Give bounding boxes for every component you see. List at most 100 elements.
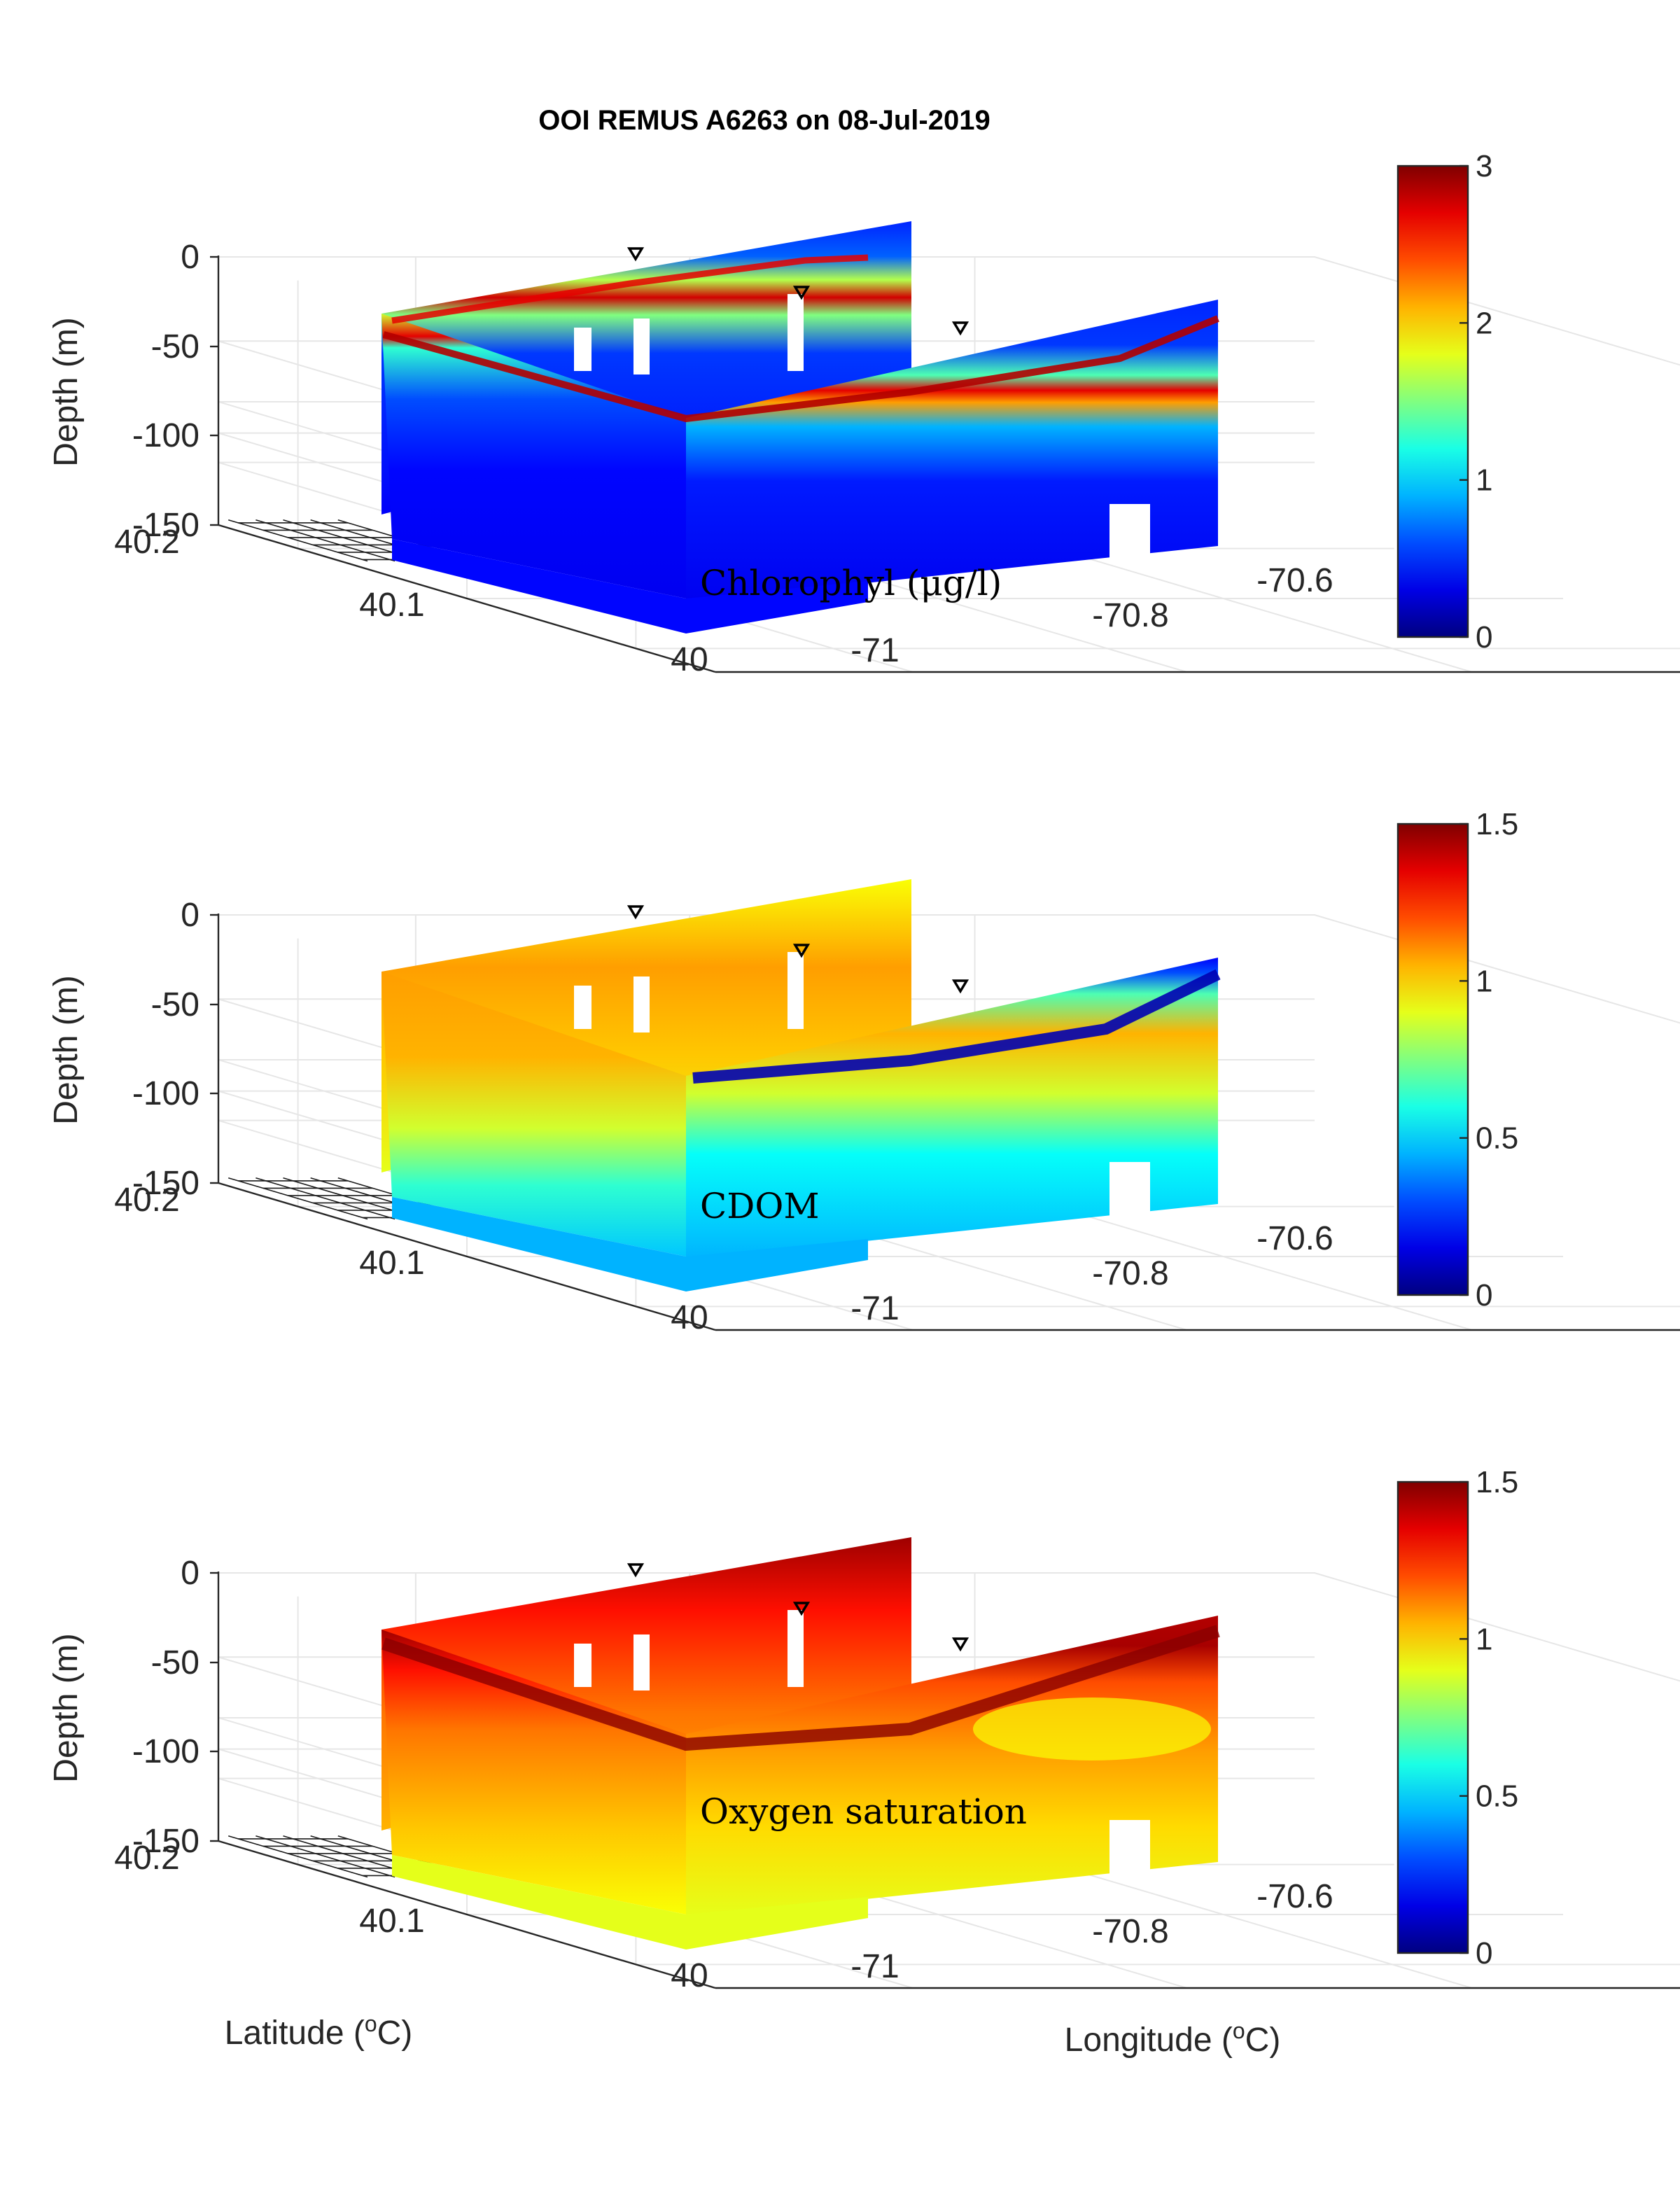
data-gap (1110, 1820, 1150, 1876)
colorbar-tick-label: 0.5 (1476, 1779, 1518, 1814)
latitude-tick-label: 40.2 (114, 1840, 179, 1877)
latitude-tick-label: 40.1 (359, 1903, 424, 1940)
depth-tick-label: 0 (181, 239, 200, 276)
depth-tick-label: -100 (132, 1733, 200, 1770)
data-gap (634, 976, 650, 1032)
panel-3: 0 -50 -100 -150 Depth (m) 40.2 40.1 40 -71 -70.8 -… (48, 1465, 1680, 1994)
colorbar-tick-label: 1.5 (1476, 1465, 1518, 1499)
front-transect-east (686, 300, 1218, 602)
data-gap (788, 952, 804, 1029)
colorbar-tick-label: 2 (1476, 306, 1492, 340)
colorbar-tick-label: 1 (1476, 964, 1492, 998)
variable-label: Oxygen saturation (700, 1791, 1027, 1832)
data-gap (788, 1610, 804, 1687)
colorbar-tick-label: 1.5 (1476, 807, 1518, 841)
front-transect-west (382, 972, 686, 1256)
data-gap (788, 294, 804, 371)
longitude-tick-label: -70.8 (1092, 1913, 1168, 1950)
marker-triangle (626, 1563, 645, 1578)
mesh-line (255, 1835, 396, 1878)
colorbar-tick-label: 1 (1476, 463, 1492, 498)
data-gap (1110, 504, 1150, 560)
marker-triangle (792, 286, 811, 300)
chlorophyll-max-band (382, 315, 1219, 423)
longitude-tick-label: -71 (850, 632, 899, 669)
panel-2: 0 -50 -100 -150 Depth (m) 40.2 40.1 40 -71 -70.8 -… (48, 807, 1680, 1336)
variable-label: CDOM (700, 1186, 820, 1226)
latitude-axis (218, 524, 716, 673)
mesh-line (255, 1177, 396, 1220)
longitude-tick-label: -70.6 (1256, 562, 1333, 599)
marker-triangle (626, 905, 645, 920)
latitude-tick-label: 40 (671, 1299, 708, 1336)
oxygen-east-minimum (973, 1698, 1211, 1760)
colorbar-tick-label: 0 (1476, 620, 1492, 654)
depth-tick-label: -100 (132, 417, 200, 454)
mesh-line (227, 519, 368, 562)
latitude-tick-label: 40 (671, 641, 708, 678)
longitude-tick-label: -70.6 (1256, 1878, 1333, 1915)
longitude-tick-label: -71 (850, 1948, 899, 1985)
front-transect-west (382, 1630, 686, 1914)
colorbar-tick-label: 3 (1476, 149, 1492, 183)
latitude-axis-label: Latitude (oC) (225, 2011, 413, 2052)
latitude-axis (218, 1840, 716, 1989)
depth-tick-label: -50 (151, 328, 200, 365)
mesh-line (227, 1835, 368, 1878)
chlorophyll-max-band-back (391, 254, 869, 324)
colorbar (1396, 164, 1469, 638)
marker-triangle (951, 979, 969, 994)
data-gap (1110, 1162, 1150, 1218)
cdom-surface-minimum (692, 969, 1221, 1084)
marker-triangle (792, 944, 811, 958)
latitude-tick-label: 40.2 (114, 524, 179, 561)
colorbar-tick-label: 1 (1476, 1622, 1492, 1656)
latitude-tick-label: 40 (671, 1957, 708, 1994)
depth-tick-label: -50 (151, 986, 200, 1023)
depth-tick-label: -100 (132, 1075, 200, 1112)
transect-bottom (392, 1197, 868, 1292)
colorbar-tick-label: 0.5 (1476, 1121, 1518, 1156)
depth-tick-label: -150 (132, 507, 200, 544)
depth-axis-label: Depth (m) (48, 1633, 85, 1782)
front-transect-east (686, 1616, 1218, 1918)
oxygen-surface-max (382, 1625, 1220, 1751)
mesh-line (227, 1177, 368, 1220)
longitude-tick-label: -70.8 (1092, 1255, 1168, 1292)
data-gap (634, 318, 650, 374)
longitude-tick-label: -70.8 (1092, 597, 1168, 634)
colorbar (1396, 822, 1469, 1296)
panels: 0 -50 -100 -150 Depth (m) 40.2 40.1 40 -71 -70.8 -… (48, 149, 1680, 1994)
longitude-tick-label: -71 (850, 1290, 899, 1327)
variable-label: Chlorophyl (μg/l) (700, 563, 1002, 603)
depth-tick-label: -150 (132, 1165, 200, 1202)
data-gap (634, 1634, 650, 1690)
data-gap (574, 1644, 592, 1687)
data-gap (574, 328, 592, 371)
data-gap (574, 986, 592, 1029)
depth-tick-label: 0 (181, 1555, 200, 1592)
marker-triangle (951, 1637, 969, 1652)
latitude-tick-label: 40.2 (114, 1182, 179, 1219)
marker-triangle (951, 321, 969, 336)
colorbar (1396, 1480, 1469, 1954)
depth-tick-label: -50 (151, 1644, 200, 1681)
latitude-tick-label: 40.1 (359, 587, 424, 624)
latitude-axis (218, 1182, 716, 1331)
depth-tick-label: -150 (132, 1823, 200, 1860)
marker-triangle (792, 1602, 811, 1616)
longitude-tick-label: -70.6 (1256, 1220, 1333, 1257)
depth-axis-label: Depth (m) (48, 975, 85, 1124)
colorbar-tick-label: 0 (1476, 1936, 1492, 1970)
panel-1: 0 -50 -100 -150 Depth (m) 40.2 40.1 40 -71 -70.8 -… (48, 149, 1680, 678)
depth-tick-label: 0 (181, 897, 200, 934)
figure-title: OOI REMUS A6263 on 08-Jul-2019 (538, 105, 990, 136)
front-transect-west (382, 314, 686, 598)
marker-triangle (626, 247, 645, 262)
latitude-tick-label: 40.1 (359, 1245, 424, 1282)
mesh-line (255, 519, 396, 562)
transect-bottom (392, 539, 868, 634)
transect-bottom (392, 1855, 868, 1949)
longitude-axis-label: Longitude (oC) (1065, 2018, 1281, 2059)
